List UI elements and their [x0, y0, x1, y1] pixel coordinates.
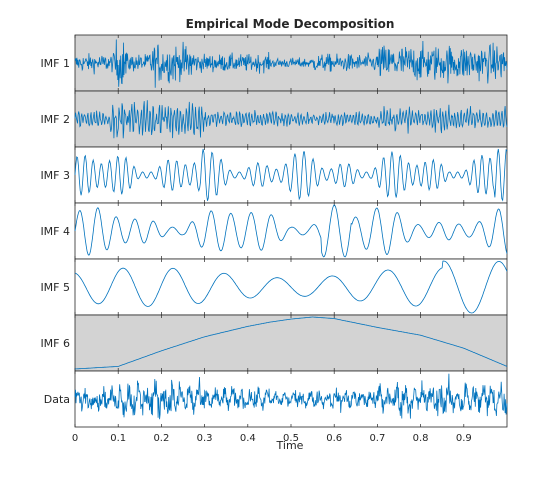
- x-axis-label: Time: [276, 439, 304, 452]
- panel-imf-5: IMF 5: [40, 258, 508, 316]
- panel-background: [74, 34, 508, 92]
- panel-imf-6: IMF 6: [40, 314, 508, 372]
- series-line-imf-5: [74, 260, 508, 314]
- x-tick-label: 0.3: [197, 433, 213, 444]
- series-label: IMF 6: [40, 337, 70, 350]
- x-tick-label: 0: [72, 433, 78, 444]
- panel-background: [74, 202, 508, 260]
- series-label: IMF 2: [40, 113, 70, 126]
- x-axis-ticks: 0 0.1 0.2 0.3 0.4 0.5 0.6 0.7 0.8 0.9: [72, 433, 472, 444]
- panel-data: Data: [44, 370, 508, 428]
- series-line-data: [74, 373, 508, 420]
- panel-imf-1: IMF 1: [40, 34, 508, 92]
- x-tick-label: 0.9: [456, 433, 472, 444]
- x-tick-label: 0.1: [110, 433, 126, 444]
- x-tick-label: 0.5: [283, 433, 299, 444]
- panel-imf-4: IMF 4: [40, 202, 508, 260]
- series-line-imf-2: [74, 100, 508, 139]
- x-tick-label: 0.2: [153, 433, 169, 444]
- series-label: IMF 1: [40, 57, 70, 70]
- series-line-imf-4: [74, 204, 508, 258]
- series-label: IMF 3: [40, 169, 70, 182]
- series-line-imf-1: [74, 39, 508, 88]
- x-tick-label: 0.7: [369, 433, 385, 444]
- chart-title: Empirical Mode Decomposition: [186, 17, 395, 31]
- series-label: Data: [44, 393, 70, 406]
- x-tick-label: 0.8: [413, 433, 429, 444]
- series-label: IMF 5: [40, 281, 70, 294]
- panels: IMF 1 IMF 2 IMF 3 IMF 4 IMF 5 IMF 6 Data: [40, 34, 508, 428]
- series-line-imf-3: [74, 148, 508, 202]
- panel-imf-2: IMF 2: [40, 90, 508, 148]
- series-line-imf-6: [74, 316, 508, 370]
- panel-background: [74, 314, 508, 372]
- panel-background: [74, 146, 508, 204]
- x-tick-label: 0.4: [240, 433, 256, 444]
- series-label: IMF 4: [40, 225, 70, 238]
- x-tick-label: 0.6: [326, 433, 342, 444]
- panel-imf-3: IMF 3: [40, 146, 508, 204]
